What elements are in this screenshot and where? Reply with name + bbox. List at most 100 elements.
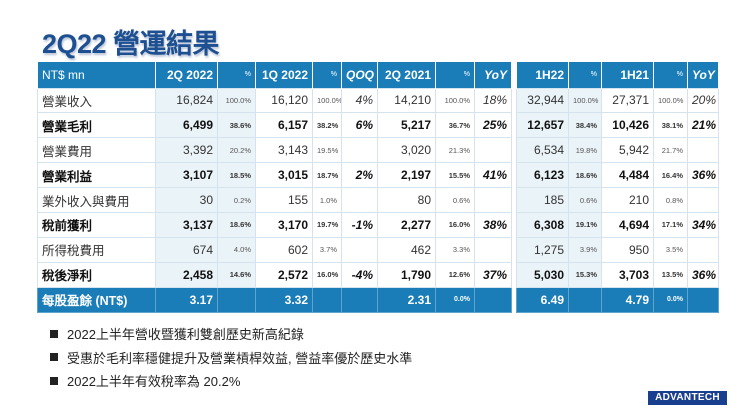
table-cell — [474, 187, 512, 213]
table-cell: 0.6% — [435, 187, 475, 213]
column-header: 1H22 — [516, 62, 569, 88]
column-header: % — [217, 62, 256, 88]
table-cell: 營業收入 — [37, 87, 156, 114]
table-cell: 32,944 — [516, 87, 569, 114]
table-cell: 18.7% — [312, 162, 342, 189]
table-cell: 602 — [255, 236, 313, 263]
table-cell: 16,824 — [155, 87, 218, 114]
table-cell: 674 — [155, 236, 218, 263]
table-cell: 每股盈餘 (NT$) — [37, 286, 156, 313]
half-year-results-table: 1H22% 1H21% YoY 32,944 100.0% 27,371 100.0% 20%… — [516, 62, 719, 313]
table-cell: 155 — [255, 187, 313, 213]
bullet-item: 2022上半年有效稅率為 20.2% — [50, 369, 412, 393]
table-cell: 100.0% — [217, 87, 256, 114]
table-cell: 4.79 — [601, 286, 654, 313]
column-header: 2Q 2021 — [377, 62, 436, 88]
table-cell: 34% — [687, 211, 719, 238]
bullet-text: 2022上半年營收暨獲利雙創歷史新高紀錄 — [67, 327, 304, 343]
bullet-square-icon — [50, 329, 58, 338]
column-header: % — [312, 62, 342, 88]
table-cell: 18.6% — [217, 211, 256, 238]
table-cell: 6,123 — [516, 162, 569, 189]
table-cell — [687, 137, 719, 164]
table-cell: 19.1% — [568, 211, 602, 238]
table-cell: 950 — [601, 236, 654, 263]
table-cell: 37% — [474, 261, 512, 288]
table-cell: 3,143 — [255, 137, 313, 164]
bullet-square-icon — [50, 353, 58, 362]
table-cell — [474, 137, 512, 164]
column-header: 1Q 2022 — [255, 62, 313, 88]
table-cell: 100.0% — [653, 87, 688, 114]
table-cell — [312, 286, 342, 313]
bullet-text: 2022上半年有效稅率為 20.2% — [67, 374, 241, 390]
table-cell: 36.7% — [435, 112, 475, 139]
table-cell: 16,120 — [255, 87, 313, 114]
table-cell: 4,694 — [601, 211, 654, 238]
table-cell: 營業利益 — [37, 162, 156, 189]
table-cell: 0.0% — [435, 286, 475, 313]
table-cell: 14.6% — [217, 261, 256, 288]
table-cell: 185 — [516, 187, 569, 213]
table-cell: 10,426 — [601, 112, 654, 139]
table-cell: 13.5% — [653, 261, 688, 288]
column-header: YoY — [687, 62, 719, 88]
table-cell: 27,371 — [601, 87, 654, 114]
table-cell: 3,137 — [155, 211, 218, 238]
table-row: 12,657 38.4% 10,426 38.1% 21% — [516, 112, 719, 139]
column-header: % — [653, 62, 688, 88]
table-cell: 100.0% — [435, 87, 475, 114]
table-row: 6,308 19.1% 4,694 17.1% 34% — [516, 211, 719, 238]
table-cell — [341, 236, 378, 263]
table-cell: 21.7% — [653, 137, 688, 164]
column-header: % — [435, 62, 475, 88]
table-cell: 38.6% — [217, 112, 256, 139]
table-cell: 20% — [687, 87, 719, 114]
table-cell — [568, 286, 602, 313]
table-cell: 0.6% — [568, 187, 602, 213]
table-cell: 0.2% — [217, 187, 256, 213]
table-cell: 210 — [601, 187, 654, 213]
table-cell — [217, 286, 256, 313]
table-row: 營業利益 3,107 18.5% 3,015 18.7% 2% 2,197 15.5% 41% — [37, 162, 512, 189]
table-cell — [687, 236, 719, 263]
column-header: 2Q 2022 — [155, 62, 218, 88]
bullet-item: 2022上半年營收暨獲利雙創歷史新高紀錄 — [50, 322, 412, 346]
table-cell: 3.9% — [568, 236, 602, 263]
table-cell — [341, 187, 378, 213]
table-cell: 6,534 — [516, 137, 569, 164]
table-row: 185 0.6% 210 0.8% — [516, 187, 719, 213]
table-cell: 15.5% — [435, 162, 475, 189]
table-cell: 2,197 — [377, 162, 436, 189]
bullet-text: 受惠於毛利率穩健提升及營業槓桿效益, 營益率優於歷史水準 — [67, 350, 413, 366]
table-cell: 36% — [687, 261, 719, 288]
table-cell: 3.17 — [155, 286, 218, 313]
column-header: YoY — [474, 62, 512, 88]
table-cell: 3.3% — [435, 236, 475, 263]
column-header: 1H21 — [601, 62, 654, 88]
table-cell: 80 — [377, 187, 436, 213]
table-cell: 36% — [687, 162, 719, 189]
table-cell: 4.0% — [217, 236, 256, 263]
table-cell: 12,657 — [516, 112, 569, 139]
table-row: 營業收入 16,824 100.0% 16,120 100.0% 4% 14,210 100.… — [37, 87, 512, 114]
table-cell: 100.0% — [312, 87, 342, 114]
table-cell: 25% — [474, 112, 512, 139]
table-cell: 41% — [474, 162, 512, 189]
table-row: 6,534 19.8% 5,942 21.7% — [516, 137, 719, 164]
table-cell: 3.5% — [653, 236, 688, 263]
table-cell: 所得稅費用 — [37, 236, 156, 263]
table-cell — [474, 286, 512, 313]
table-cell — [687, 286, 719, 313]
column-header: QOQ — [341, 62, 378, 88]
table-cell: 稅前獲利 — [37, 211, 156, 238]
table-cell: 5,217 — [377, 112, 436, 139]
table-row: 1,275 3.9% 950 3.5% — [516, 236, 719, 263]
bullet-square-icon — [50, 376, 58, 385]
table-row: 營業費用 3,392 20.2% 3,143 19.5% 3,020 21.3% — [37, 137, 512, 164]
table-cell: 3,107 — [155, 162, 218, 189]
table-cell: 3,020 — [377, 137, 436, 164]
table-row: 32,944 100.0% 27,371 100.0% 20% — [516, 87, 719, 114]
eps-row: 每股盈餘 (NT$) 3.17 3.32 2.31 0.0% — [37, 286, 512, 313]
table-cell: 38.4% — [568, 112, 602, 139]
